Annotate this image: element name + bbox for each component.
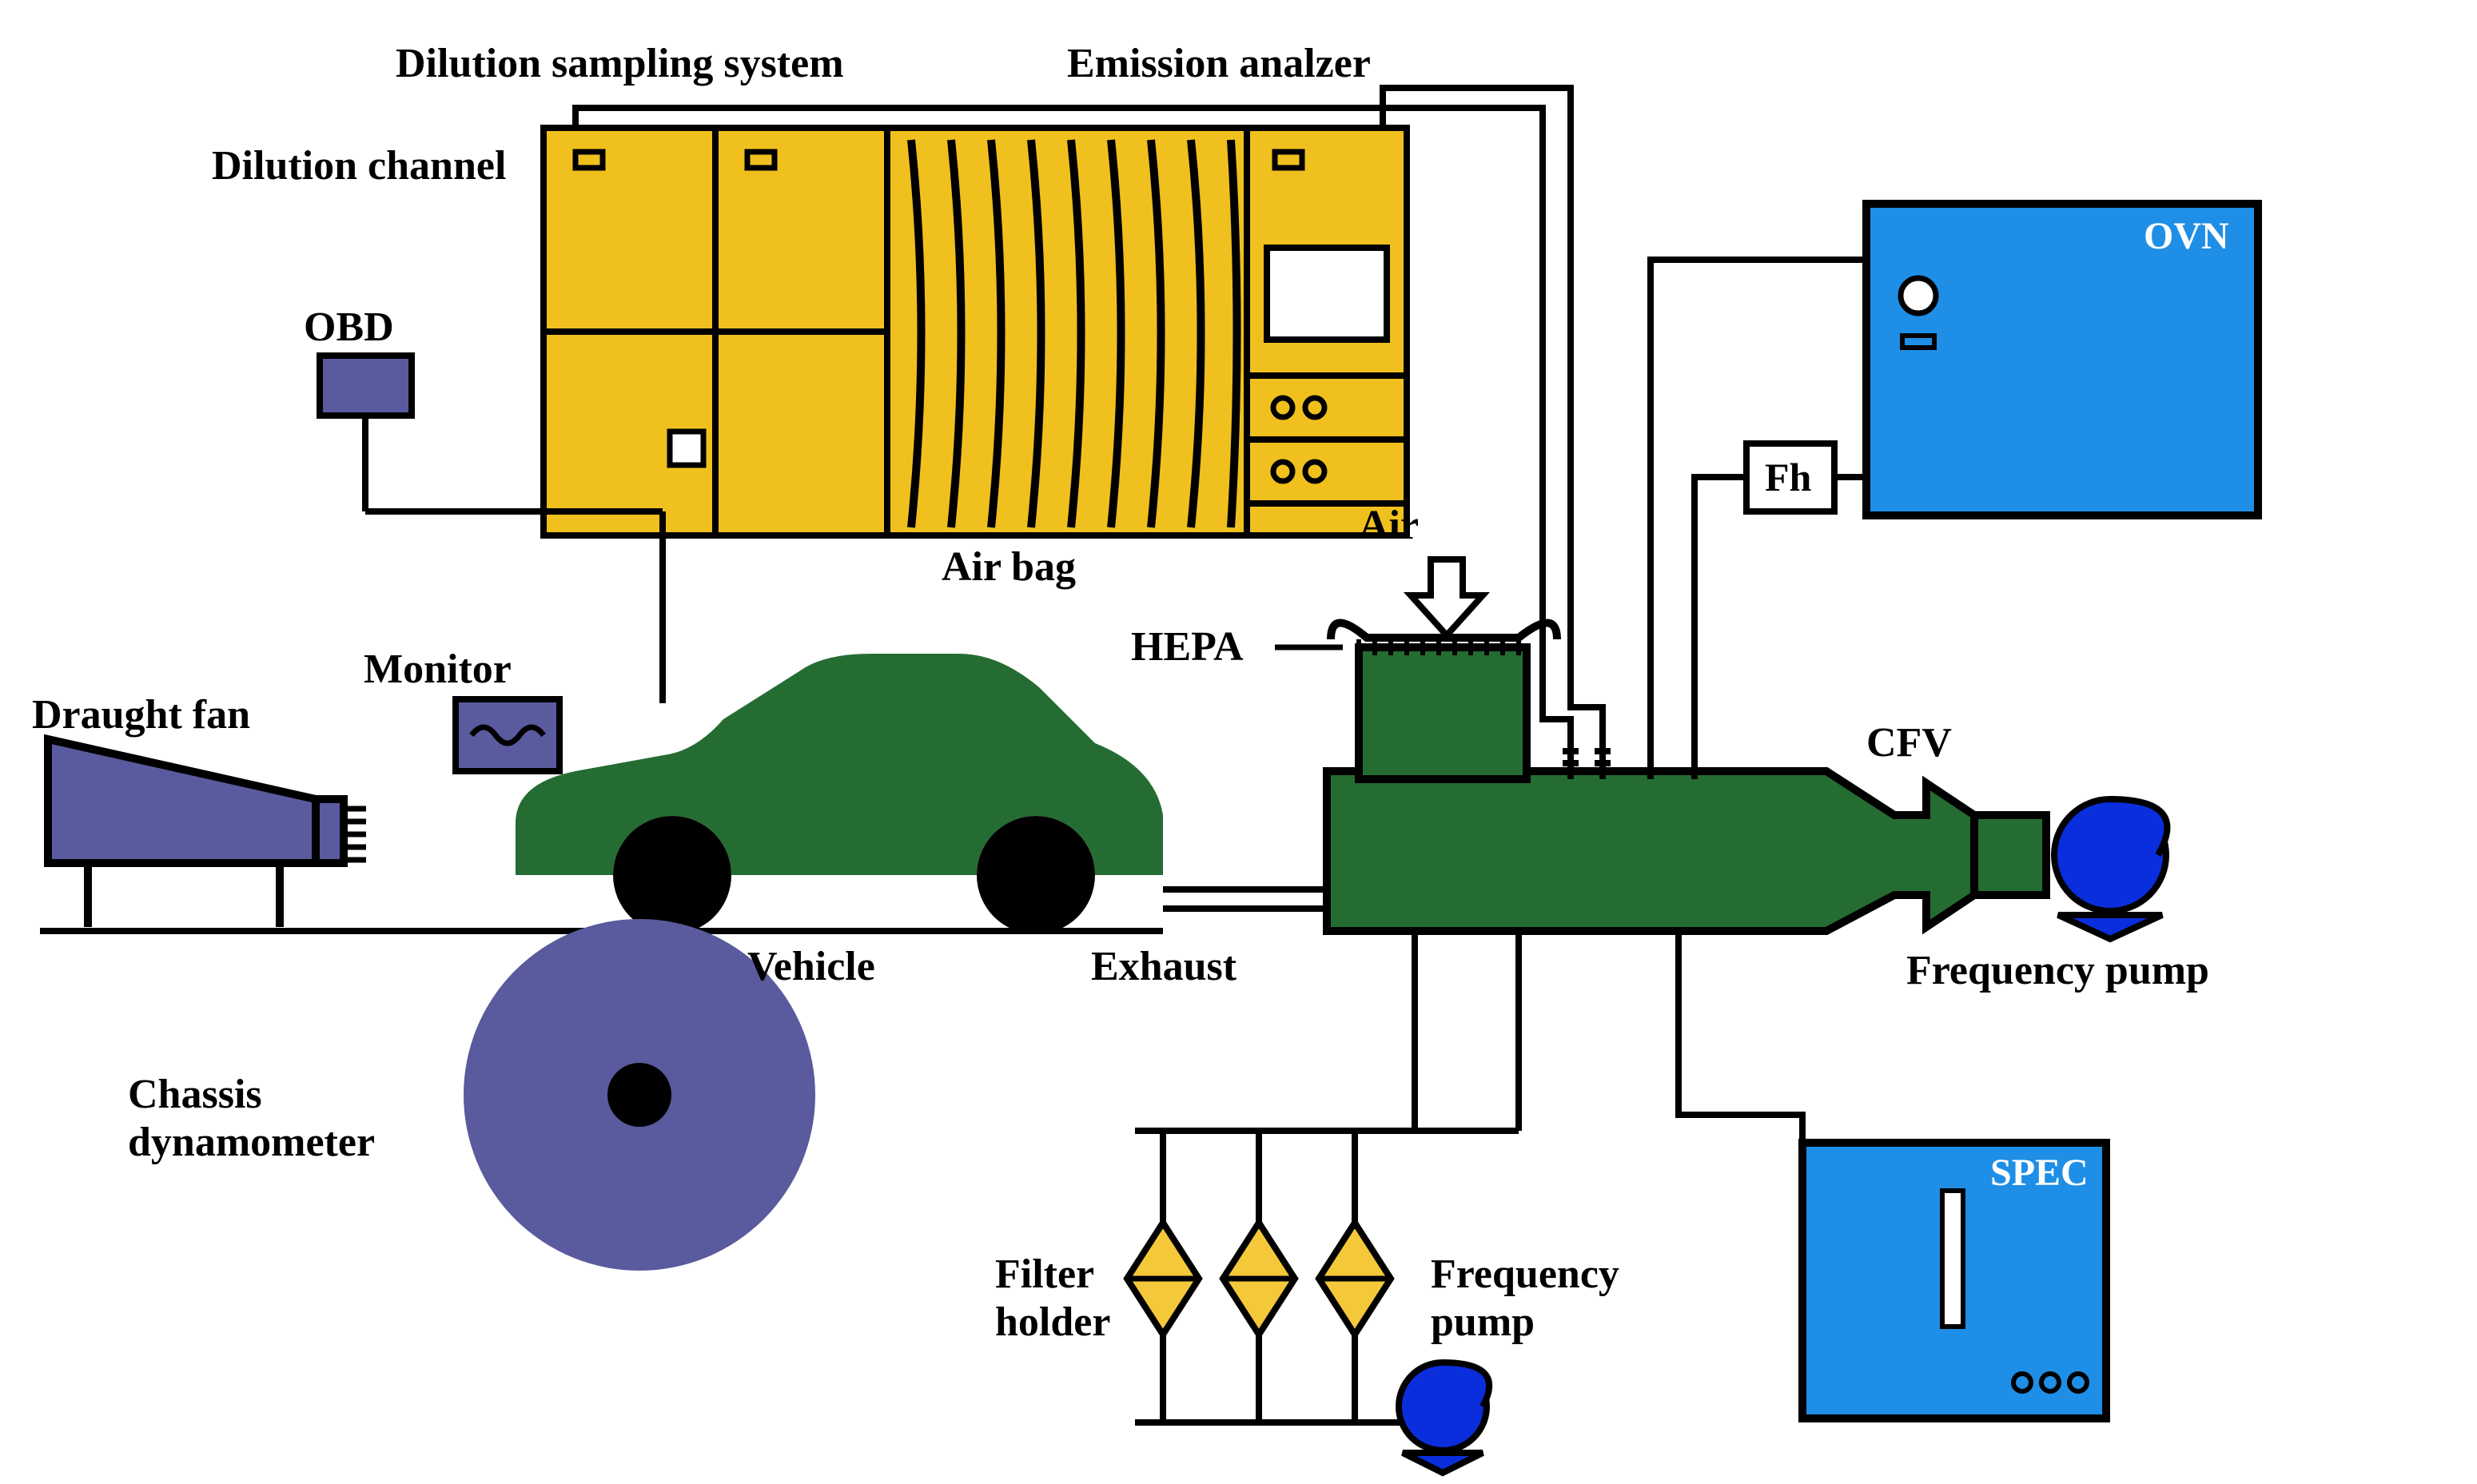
label-dilution-channel: Dilution channel	[212, 142, 506, 189]
monitor	[456, 699, 560, 771]
label-vehicle: Vehicle	[747, 943, 875, 990]
label-draught-fan: Draught fan	[32, 691, 250, 738]
label-ovn: OVN	[2144, 214, 2229, 258]
yellow-cabinet	[544, 128, 1407, 535]
label-spec: SPEC	[1990, 1151, 2089, 1195]
label-chassis1: Chassis	[128, 1071, 262, 1118]
cfv-pipe	[1974, 815, 2046, 895]
label-chassis2: dynamometer	[128, 1119, 375, 1166]
frequency-pump-right	[2054, 799, 2167, 939]
label-hepa: HEPA	[1131, 623, 1244, 670]
diagram-root: Dilution sampling system Emission analze…	[0, 0, 2477, 1484]
car	[516, 654, 1163, 934]
label-air-bag: Air bag	[942, 543, 1076, 591]
label-monitor: Monitor	[364, 646, 512, 693]
car-wheel-front	[613, 816, 731, 934]
label-obd: OBD	[304, 304, 394, 351]
air-arrow	[1411, 559, 1483, 635]
label-exhaust: Exhaust	[1091, 943, 1237, 990]
label-fh: Fh	[1765, 454, 1811, 500]
label-filter1: Filter	[995, 1251, 1094, 1298]
draught-fan	[48, 739, 366, 927]
label-filter2: holder	[995, 1299, 1110, 1346]
label-freq-pump-b1: Frequency	[1431, 1251, 1619, 1298]
label-cfv: CFV	[1866, 719, 1952, 766]
label-dilution-sampling-system: Dilution sampling system	[396, 40, 844, 87]
label-air: Air	[1359, 502, 1419, 549]
car-wheel-rear	[977, 816, 1095, 934]
diagram-svg	[0, 0, 2477, 1484]
exhaust-pipe	[1163, 889, 1327, 909]
frequency-pump-bottom	[1399, 1363, 1489, 1473]
label-freq-pump-b2: pump	[1431, 1299, 1535, 1346]
label-frequency-pump-right: Frequency pump	[1906, 947, 2209, 994]
label-emission-analyzer: Emission analzer	[1067, 40, 1371, 87]
